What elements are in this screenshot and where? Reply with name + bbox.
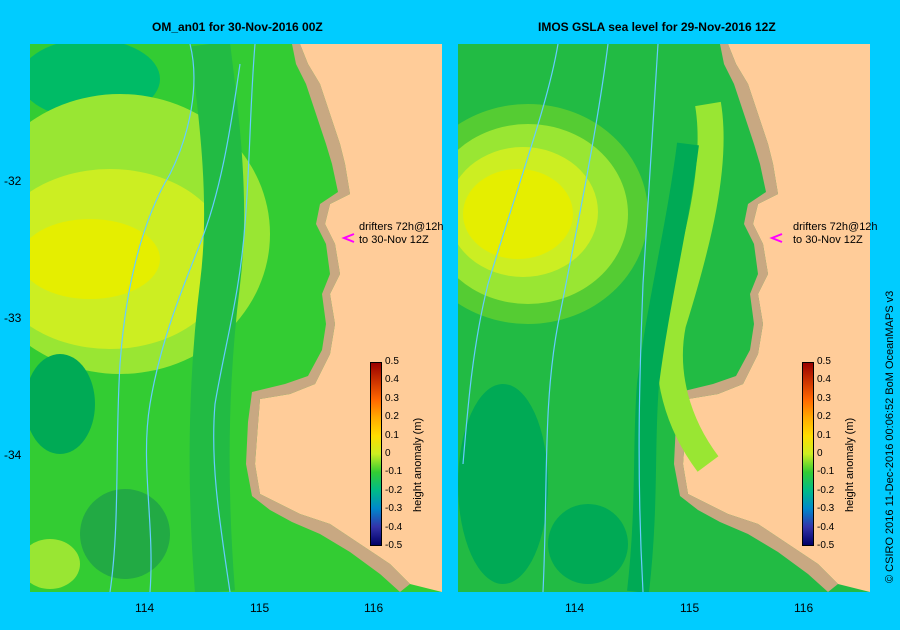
colorbar-tick-label: 0.3	[385, 392, 399, 404]
x-tick-label: 114	[565, 601, 585, 615]
colorbar-tick-label: 0	[817, 448, 823, 459]
anomaly-patch	[463, 169, 573, 259]
x-tick-label: 116	[364, 601, 384, 615]
drifter-track	[462, 44, 559, 465]
anomaly-patch	[80, 489, 170, 579]
right-annotation-line1: drifters 72h@12h	[793, 221, 878, 233]
credit-text: © CSIRO 2016 11-Dec-2016 00:06:52 BoM Oc…	[884, 290, 896, 583]
x-tick-label: 116	[794, 601, 814, 615]
anomaly-band	[627, 142, 699, 592]
colorbar-tick-label: 0.5	[817, 356, 831, 367]
anomaly-patch	[30, 539, 80, 589]
colorbar-title: height anomaly (m)	[844, 417, 856, 512]
y-tick-label: -32	[4, 174, 22, 188]
colorbar-tick-label: -0.1	[817, 466, 835, 478]
anomaly-patch	[458, 384, 548, 584]
colorbar-tick-label: -0.1	[385, 466, 403, 478]
anomaly-band	[189, 44, 245, 592]
colorbar-tick-label: -0.4	[817, 521, 835, 533]
x-tick-label: 115	[250, 601, 270, 615]
colorbar-tick-label: 0.5	[385, 356, 399, 367]
colorbar-tick-label: 0.4	[385, 374, 399, 386]
colorbar-tick-label: -0.5	[385, 540, 403, 551]
x-tick-label: 114	[135, 601, 155, 615]
left-map-panel	[30, 44, 442, 592]
drifter-marker	[341, 233, 355, 243]
colorbar-tick-label: -0.2	[385, 484, 403, 496]
left-annotation-line1: drifters 72h@12h	[359, 221, 444, 233]
right-map-panel	[458, 44, 870, 592]
colorbar-gradient	[370, 362, 382, 546]
drifter-track	[109, 44, 195, 592]
colorbar-tick-label: 0	[385, 448, 391, 459]
y-tick-label: -34	[4, 448, 22, 462]
right-map-svg	[458, 44, 870, 592]
colorbar-tick-label: -0.5	[817, 540, 835, 551]
left-colorbar: 0.5 0.4 0.3 0.2 0.1 0 -0.1 -0.2 -0.3 -0.4 -0.5 heig…	[370, 356, 440, 551]
shelf-edge	[246, 44, 410, 592]
colorbar-tick-label: 0.3	[817, 392, 831, 404]
drifter-marker	[769, 233, 783, 243]
anomaly-patch	[30, 354, 95, 454]
anomaly-band	[656, 101, 724, 472]
colorbar-gradient	[802, 362, 814, 546]
colorbar-tick-label: -0.3	[385, 503, 403, 515]
colorbar-tick-label: -0.3	[817, 503, 835, 515]
left-annotation-line2: to 30-Nov 12Z	[359, 234, 429, 246]
shelf-edge	[674, 44, 838, 592]
left-map-svg	[30, 44, 442, 592]
right-colorbar: 0.5 0.4 0.3 0.2 0.1 0 -0.1 -0.2 -0.3 -0.4 -0.5 heig…	[802, 356, 872, 551]
drifter-track	[145, 63, 241, 592]
right-panel-title: IMOS GSLA sea level for 29-Nov-2016 12Z	[538, 20, 776, 34]
anomaly-patch	[548, 504, 628, 584]
colorbar-title: height anomaly (m)	[412, 417, 424, 512]
colorbar-tick-label: -0.2	[817, 484, 835, 496]
colorbar-tick-label: 0.2	[817, 411, 831, 423]
y-tick-label: -33	[4, 311, 22, 325]
drifter-track	[638, 44, 659, 592]
right-drifter-annotation: drifters 72h@12h to 30-Nov 12Z	[793, 221, 878, 247]
colorbar-tick-label: -0.4	[385, 521, 403, 533]
left-panel-title: OM_an01 for 30-Nov-2016 00Z	[152, 20, 323, 34]
right-annotation-line2: to 30-Nov 12Z	[793, 234, 863, 246]
drifter-track	[213, 44, 256, 592]
drifter-track	[542, 44, 609, 592]
colorbar-tick-label: 0.1	[817, 429, 831, 441]
colorbar-tick-label: 0.4	[817, 374, 831, 386]
colorbar-tick-label: 0.1	[385, 429, 399, 441]
x-tick-label: 115	[680, 601, 700, 615]
colorbar-tick-label: 0.2	[385, 411, 399, 423]
anomaly-patch	[30, 219, 160, 299]
left-drifter-annotation: drifters 72h@12h to 30-Nov 12Z	[359, 221, 444, 247]
